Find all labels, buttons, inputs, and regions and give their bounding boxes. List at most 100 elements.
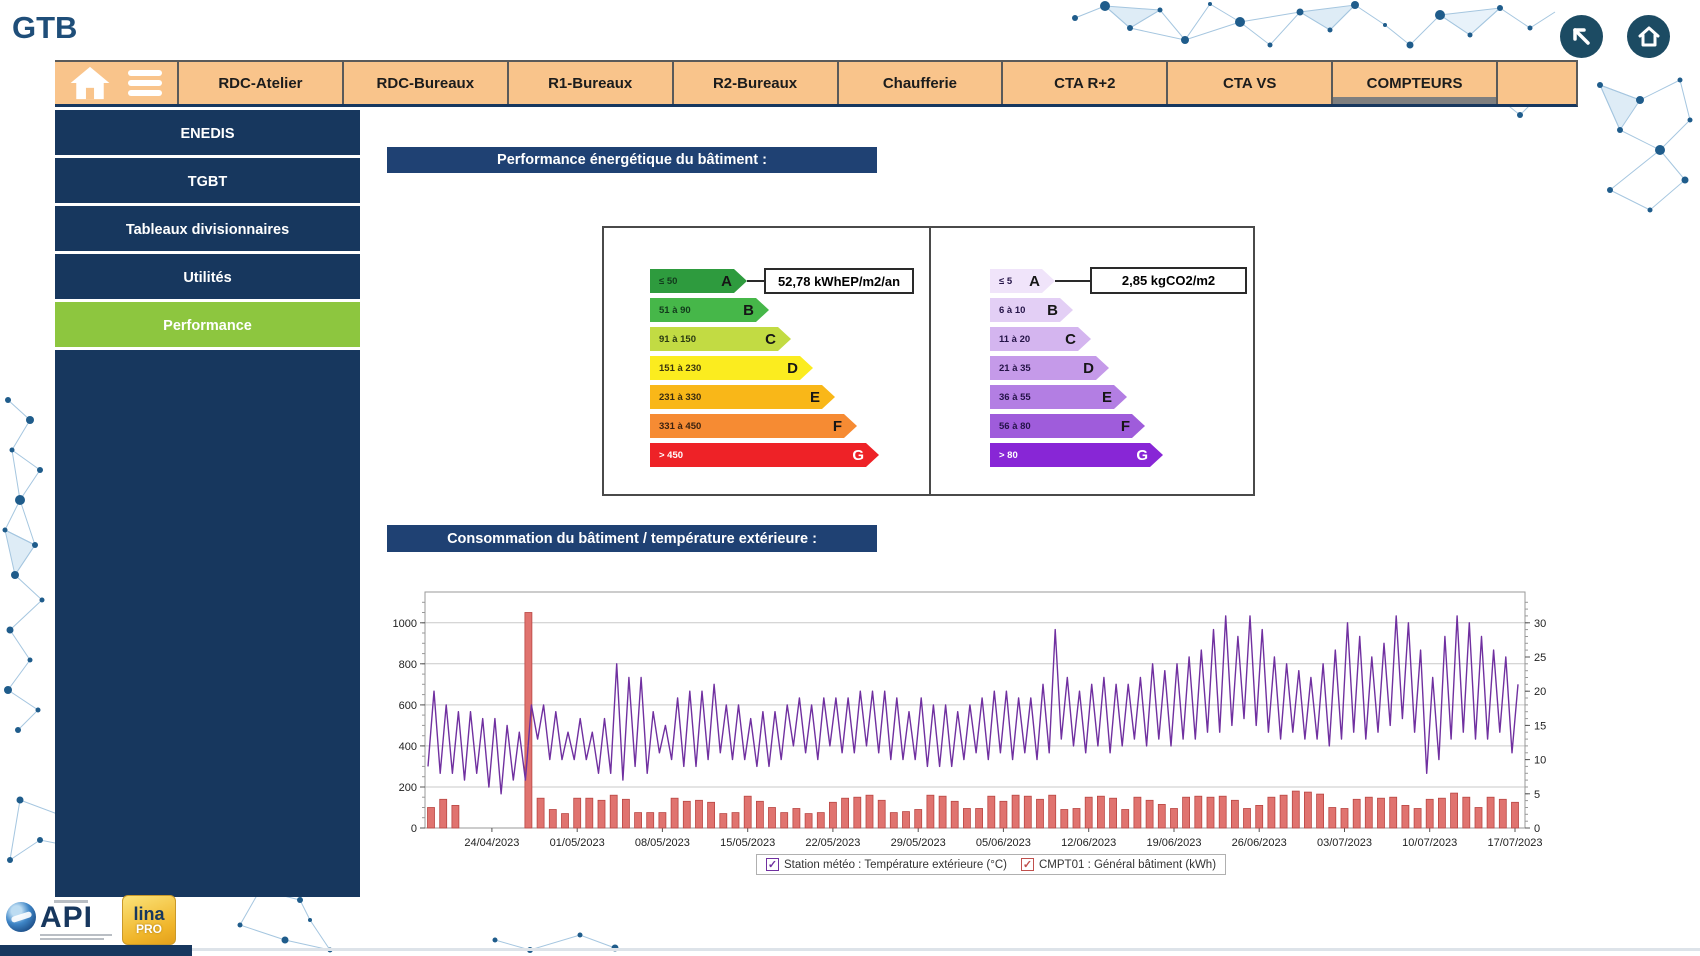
- class-letter: C: [765, 330, 776, 348]
- svg-text:15: 15: [1534, 720, 1546, 732]
- energy-class-f: 331 à 450 F: [650, 414, 857, 438]
- svg-text:1000: 1000: [393, 618, 417, 630]
- svg-text:400: 400: [399, 741, 417, 753]
- svg-text:24/04/2023: 24/04/2023: [464, 837, 519, 849]
- energy-class-e: 36 à 55 E: [990, 385, 1127, 409]
- class-range-label: ≤ 5: [999, 275, 1013, 287]
- energy-value-connector: [747, 280, 764, 282]
- svg-text:10/07/2023: 10/07/2023: [1402, 837, 1457, 849]
- class-letter: F: [832, 417, 842, 435]
- bottom-accent-strip: [0, 945, 192, 956]
- svg-text:200: 200: [399, 782, 417, 794]
- energy-class-c: 91 à 150 C: [650, 327, 791, 351]
- class-letter: F: [1120, 417, 1130, 435]
- sidebar-item-tableaux-divisionnaires[interactable]: Tableaux divisionnaires: [55, 206, 360, 254]
- footer-logos: API lina PRO: [6, 890, 196, 950]
- tab-bar-filler: [1496, 62, 1576, 104]
- sidebar-item-tgbt[interactable]: TGBT: [55, 158, 360, 206]
- class-range-label: > 80: [999, 449, 1018, 461]
- svg-text:22/05/2023: 22/05/2023: [805, 837, 860, 849]
- class-letter: E: [1101, 388, 1112, 406]
- energy-class-b: 6 à 10 B: [990, 298, 1073, 322]
- class-range-label: 56 à 80: [999, 420, 1031, 432]
- api-logo: API: [40, 900, 112, 940]
- tab-rdc-atelier[interactable]: RDC-Atelier: [177, 62, 342, 104]
- class-range-label: 331 à 450: [659, 420, 702, 432]
- energy-value-box: 52,78 kWhEP/m2/an: [764, 268, 914, 294]
- panel-divider: [929, 228, 931, 494]
- energy-class-d: 151 à 230 D: [650, 356, 813, 380]
- class-letter: D: [787, 359, 798, 377]
- tab-r1-bureaux[interactable]: R1-Bureaux: [506, 62, 672, 104]
- api-logo-tagline-2: [40, 938, 104, 940]
- svg-text:0: 0: [1534, 823, 1540, 835]
- energy-class-scale: ≤ 50 A 51 à 90 B 91 à 150 C 151 à 230 D 231 à 33…: [650, 269, 879, 472]
- svg-text:15/05/2023: 15/05/2023: [720, 837, 775, 849]
- house-icon: [1638, 26, 1659, 46]
- tab-compteurs[interactable]: COMPTEURS: [1331, 62, 1496, 104]
- energy-class-b: 51 à 90 B: [650, 298, 769, 322]
- svg-text:19/06/2023: 19/06/2023: [1146, 837, 1201, 849]
- class-letter: B: [743, 301, 754, 319]
- svg-text:17/07/2023: 17/07/2023: [1487, 837, 1542, 849]
- back-button[interactable]: [1560, 15, 1603, 58]
- class-letter: D: [1083, 359, 1094, 377]
- class-range-label: > 450: [659, 449, 684, 461]
- svg-text:26/06/2023: 26/06/2023: [1232, 837, 1287, 849]
- class-range-label: ≤ 50: [659, 275, 678, 287]
- svg-text:25: 25: [1534, 652, 1546, 664]
- sidebar-item-utilit-s[interactable]: Utilités: [55, 254, 360, 302]
- svg-text:600: 600: [399, 700, 417, 712]
- energy-labels-panel: ≤ 50 A 51 à 90 B 91 à 150 C 151 à 230 D 231 à 33…: [602, 226, 1255, 496]
- home-nav-icon[interactable]: [69, 65, 111, 101]
- class-letter: A: [721, 272, 732, 290]
- co2-value-connector: [1055, 280, 1090, 282]
- tab-bar: RDC-Atelier RDC-Bureaux R1-Bureaux R2-Burea…: [55, 60, 1578, 107]
- class-letter: A: [1029, 272, 1040, 290]
- lina-logo-text: lina: [133, 903, 165, 924]
- tab-rdc-bureaux[interactable]: RDC-Bureaux: [341, 62, 507, 104]
- class-range-label: 51 à 90: [659, 304, 691, 316]
- tab-cta-r-2[interactable]: CTA R+2: [1001, 62, 1166, 104]
- svg-text:29/05/2023: 29/05/2023: [891, 837, 946, 849]
- svg-text:01/05/2023: 01/05/2023: [550, 837, 605, 849]
- svg-text:10: 10: [1534, 755, 1546, 767]
- energy-class-g: > 80 G: [990, 443, 1163, 467]
- home-button[interactable]: [1627, 15, 1670, 58]
- sidebar-item-enedis[interactable]: ENEDIS: [55, 110, 360, 158]
- svg-text:30: 30: [1534, 618, 1546, 630]
- arrow-up-left-icon: [1572, 27, 1590, 45]
- sidebar: ENEDIS TGBT Tableaux divisionnaires Utilité…: [55, 110, 360, 897]
- class-range-label: 11 à 20: [999, 333, 1031, 345]
- tab-cta-vs[interactable]: CTA VS: [1166, 62, 1331, 104]
- class-range-label: 36 à 55: [999, 391, 1031, 403]
- svg-text:12/06/2023: 12/06/2023: [1061, 837, 1116, 849]
- api-logo-tagline-1: [40, 934, 112, 936]
- consumption-temperature-chart[interactable]: 0 200 400 600 800 1000 0 5 10 15 20 25 30 24/04/2023 0…: [370, 555, 1550, 895]
- energy-class-f: 56 à 80 F: [990, 414, 1145, 438]
- nav-icon-group: [55, 62, 177, 104]
- svg-text:08/05/2023: 08/05/2023: [635, 837, 690, 849]
- lina-pro-logo: lina PRO: [122, 895, 176, 945]
- class-range-label: 21 à 35: [999, 362, 1031, 374]
- lina-pro-text: PRO: [135, 921, 162, 936]
- legend-checkbox[interactable]: ✓: [766, 858, 779, 871]
- svg-text:5: 5: [1534, 789, 1540, 801]
- chart-legend: ✓ Station météo : Température extérieure …: [756, 854, 1227, 875]
- class-letter: G: [852, 446, 864, 464]
- consumption-section-header: Consommation du bâtiment / température e…: [387, 525, 877, 552]
- energy-section-header: Performance énergétique du bâtiment :: [387, 147, 877, 173]
- class-range-label: 91 à 150: [659, 333, 696, 345]
- sidebar-item-performance[interactable]: Performance: [55, 302, 360, 350]
- legend-label: CMPT01 : Général bâtiment (kWh): [1039, 858, 1217, 871]
- class-letter: E: [809, 388, 820, 406]
- class-range-label: 231 à 330: [659, 391, 702, 403]
- energy-class-a: ≤ 5 A: [990, 269, 1055, 293]
- energy-class-d: 21 à 35 D: [990, 356, 1109, 380]
- tab-chaufferie[interactable]: Chaufferie: [836, 62, 1002, 104]
- page-title: GTB: [12, 10, 78, 45]
- legend-checkbox[interactable]: ✓: [1021, 858, 1034, 871]
- menu-icon[interactable]: [126, 68, 164, 98]
- energy-class-e: 231 à 330 E: [650, 385, 835, 409]
- tab-r2-bureaux[interactable]: R2-Bureaux: [671, 62, 837, 104]
